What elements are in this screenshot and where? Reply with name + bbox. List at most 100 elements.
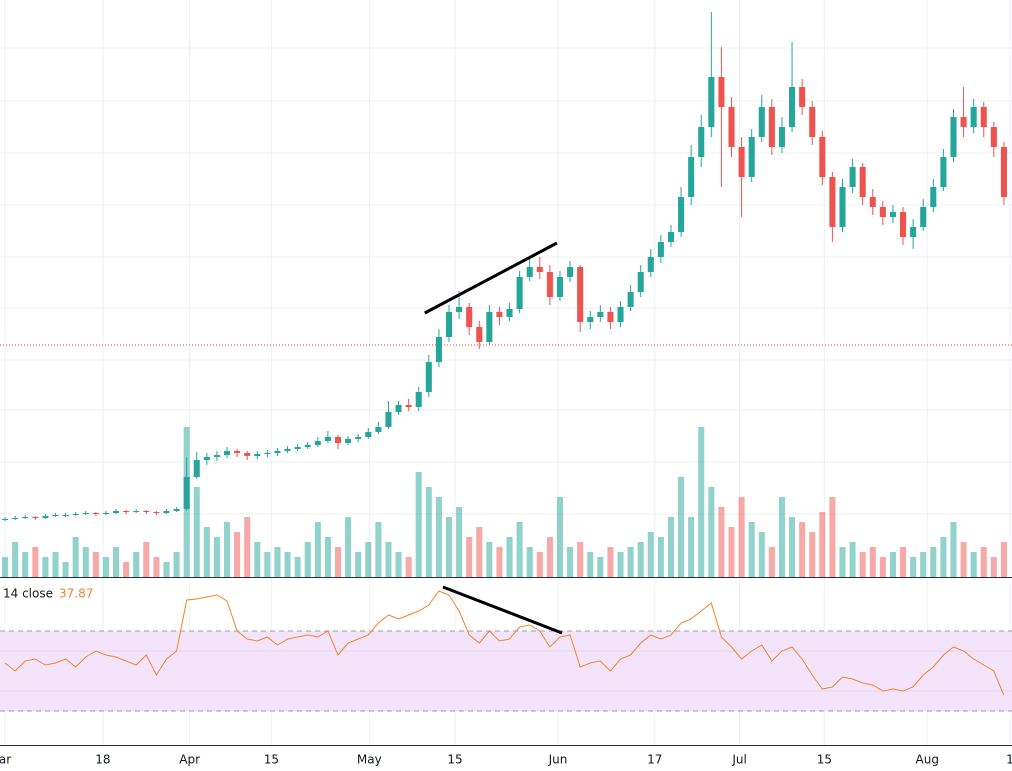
volume-bar xyxy=(32,547,39,577)
x-tick-label: 1 xyxy=(1006,753,1012,767)
volume-bar xyxy=(385,542,392,577)
volume-bar xyxy=(113,547,120,577)
volume-bar xyxy=(859,552,866,577)
volume-bar xyxy=(960,542,967,577)
candle-body xyxy=(375,427,382,432)
volume-bar xyxy=(2,557,9,577)
volume-bar xyxy=(466,537,473,577)
rsi-label: 14 close xyxy=(3,587,53,601)
volume-bar xyxy=(567,547,574,577)
volume-bar xyxy=(304,542,311,577)
candle-body xyxy=(32,517,39,518)
candle-body xyxy=(506,309,513,317)
volume-bar xyxy=(203,527,210,577)
candle-body xyxy=(970,107,977,127)
volume-bar xyxy=(526,547,533,577)
candle-body xyxy=(153,512,160,513)
x-tick-label: 15 xyxy=(264,753,279,767)
volume-bar xyxy=(758,532,765,577)
volume-bar xyxy=(456,507,463,577)
candle-body xyxy=(496,312,503,317)
candle-body xyxy=(617,307,624,322)
volume-bar xyxy=(748,522,755,577)
candle-body xyxy=(445,312,453,337)
volume-bar xyxy=(213,537,220,577)
volume-bar xyxy=(334,547,342,577)
volume-bar xyxy=(365,542,372,577)
candle-body xyxy=(768,107,775,147)
candle-body xyxy=(365,432,372,437)
candle-body xyxy=(758,107,765,137)
volume-bar xyxy=(223,522,231,577)
x-tick-label: Jul xyxy=(731,753,746,767)
volume-bar xyxy=(597,557,604,577)
volume-bar xyxy=(930,547,937,577)
candle-body xyxy=(657,242,664,257)
candle-body xyxy=(526,267,533,277)
candle-body xyxy=(930,187,937,207)
candle-body xyxy=(314,441,321,445)
candle-body xyxy=(345,439,352,443)
candle-body xyxy=(718,77,725,107)
candle-body xyxy=(940,157,947,187)
candle-body xyxy=(960,117,967,127)
candle-body xyxy=(950,117,957,157)
volume-bar xyxy=(1000,542,1007,577)
candle-body xyxy=(789,87,796,127)
candle-body xyxy=(425,362,432,392)
volume-bar xyxy=(254,542,261,577)
volume-bar xyxy=(698,427,705,577)
candle-body xyxy=(748,137,755,177)
volume-bar xyxy=(728,527,735,577)
trendline xyxy=(442,585,563,635)
x-tick-label: 17 xyxy=(647,753,662,767)
candle-body xyxy=(688,157,695,197)
volume-bar xyxy=(234,532,241,577)
volume-bar xyxy=(607,547,614,577)
candle-body xyxy=(102,513,109,514)
candle-body xyxy=(607,312,614,322)
volume-bar xyxy=(819,512,826,577)
x-tick-label: Jun xyxy=(548,753,568,767)
candle-body xyxy=(284,449,291,451)
candle-body xyxy=(637,272,644,292)
candle-body xyxy=(355,437,362,439)
volume-bar xyxy=(425,487,432,577)
volume-bar xyxy=(627,547,634,577)
volume-bar xyxy=(476,527,483,577)
candle-body xyxy=(728,107,735,147)
volume-bar xyxy=(789,517,796,577)
candle-body xyxy=(2,519,9,520)
candle-body xyxy=(698,127,705,157)
candle-body xyxy=(92,513,99,514)
candle-body xyxy=(486,312,493,342)
candle-body xyxy=(678,197,685,232)
candle-body xyxy=(385,412,392,427)
volume-bar xyxy=(506,537,513,577)
volume-bar xyxy=(153,557,160,577)
volume-bar xyxy=(284,552,291,577)
candle-body xyxy=(577,267,584,322)
volume-bar xyxy=(587,552,594,577)
candle-body xyxy=(203,457,210,460)
volume-bar xyxy=(143,542,150,577)
candle-body xyxy=(546,272,553,297)
candle-body xyxy=(738,147,745,177)
volume-bar xyxy=(173,552,180,577)
candle-body xyxy=(567,267,574,277)
volume-bar xyxy=(52,552,59,577)
candle-body xyxy=(627,292,634,307)
candle-body xyxy=(22,517,29,518)
volume-bar xyxy=(62,562,69,577)
candle-body xyxy=(435,337,442,362)
candle-body xyxy=(234,451,241,453)
volume-bar xyxy=(516,522,523,577)
volume-bar xyxy=(920,552,927,577)
candle-body xyxy=(476,327,483,342)
volume-bar xyxy=(375,522,382,577)
rsi-band xyxy=(0,631,1012,711)
volume-bar xyxy=(193,487,200,577)
volume-bar xyxy=(486,542,493,577)
x-tick-label: ar xyxy=(0,753,11,767)
